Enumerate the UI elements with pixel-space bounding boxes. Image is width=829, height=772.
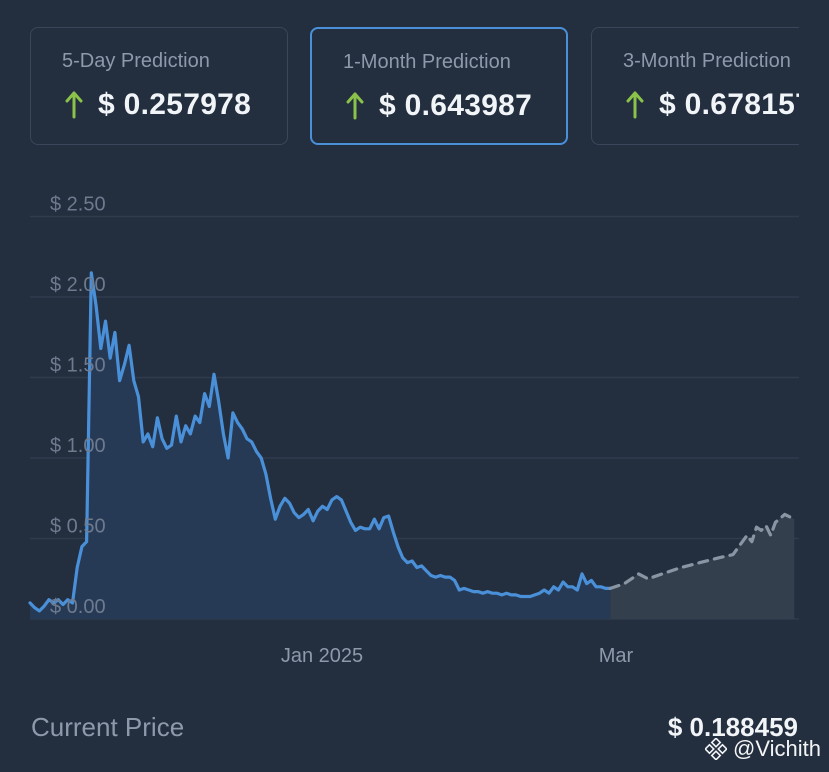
y-tick-label: $ 2.00 xyxy=(50,274,106,296)
card-label: 5-Day Prediction xyxy=(62,50,210,72)
arrow-up-icon xyxy=(65,91,83,119)
y-tick-label: $ 0.50 xyxy=(50,516,106,538)
price-chart[interactable]: $ 0.00 $ 0.50 $ 1.00 $ 1.50 $ 2.00 $ 2.50 Jan … xyxy=(0,160,829,680)
card-value: $ 0.643987 xyxy=(379,89,533,122)
card-3-month-prediction[interactable]: 3-Month Prediction $ 0.678157 xyxy=(591,27,799,145)
arrow-up-icon xyxy=(626,91,644,119)
card-5-day-prediction[interactable]: 5-Day Prediction $ 0.257978 xyxy=(30,27,288,145)
watermark-text: @Vichith xyxy=(733,736,821,761)
card-label: 3-Month Prediction xyxy=(623,50,791,72)
current-price-value: $ 0.188459 xyxy=(667,712,798,742)
x-tick-label: Jan 2025 xyxy=(281,645,363,667)
y-tick-label: $ 1.00 xyxy=(50,435,106,457)
prediction-cards: 5-Day Prediction $ 0.257978 1-Month Pred… xyxy=(30,27,799,149)
x-tick-label: Mar xyxy=(599,645,634,667)
price-area xyxy=(30,272,611,619)
y-tick-label: $ 0.00 xyxy=(50,596,106,618)
card-label: 1-Month Prediction xyxy=(343,51,511,73)
y-tick-label: $ 1.50 xyxy=(50,355,106,377)
forecast-line xyxy=(608,512,796,590)
watermark: @Vichith xyxy=(705,736,821,762)
card-value-row: $ 0.257978 xyxy=(64,88,251,122)
y-tick-label: $ 2.50 xyxy=(50,194,106,216)
card-value-row: $ 0.678157 xyxy=(625,88,799,122)
arrow-up-icon xyxy=(346,92,364,120)
current-price-label: Current Price xyxy=(31,712,185,742)
card-1-month-prediction[interactable]: 1-Month Prediction $ 0.643987 xyxy=(310,27,568,145)
card-value: $ 0.678157 xyxy=(659,88,799,121)
card-value-row: $ 0.643987 xyxy=(345,89,532,123)
card-value: $ 0.257978 xyxy=(98,88,252,121)
binance-logo-icon xyxy=(705,738,728,760)
forecast-area xyxy=(610,514,795,619)
price-line xyxy=(28,271,612,613)
